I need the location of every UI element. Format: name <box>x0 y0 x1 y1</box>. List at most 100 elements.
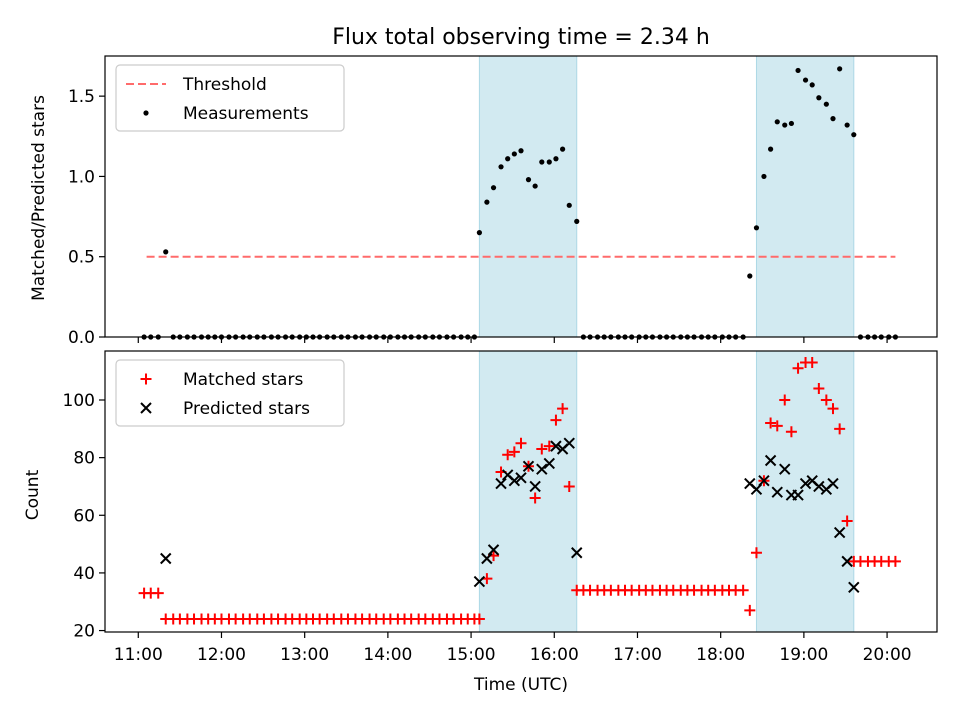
matched-star-point <box>841 515 853 527</box>
measurement-point <box>768 146 774 152</box>
top-y-tick-label: 0.0 <box>68 328 95 348</box>
predicted-star-point <box>481 552 493 565</box>
top-panel: 0.0 0.5 1.0 1.5 Threshold Measurements <box>68 55 938 348</box>
predicted-star-point <box>522 460 535 472</box>
matched-star-point <box>834 423 846 435</box>
predicted-star-point <box>848 581 860 594</box>
x-tick-label: 15:00 <box>447 645 496 665</box>
predicted-star-point <box>827 477 839 490</box>
x-tick-label: 19:00 <box>779 645 828 665</box>
matched-star-point <box>563 480 575 492</box>
x-tick-label: 16:00 <box>530 645 579 665</box>
bottom-axes-frame <box>104 350 938 633</box>
matched-star-point <box>820 394 832 406</box>
measurement-point <box>788 120 795 127</box>
predicted-star-point <box>515 472 527 484</box>
x-tick-label: 17:00 <box>613 645 662 665</box>
bottom-y-tick-label: 80 <box>73 449 95 469</box>
top-legend: Threshold Measurements <box>115 64 345 132</box>
matched-star-point <box>543 440 555 452</box>
chart-title: Flux total observing time = 2.34 h <box>332 25 710 50</box>
bottom-panel: 20 40 60 80 100 11:00 12:00 13:00 14:00 15:00 16:0… <box>63 350 938 665</box>
measurement-point <box>782 122 788 128</box>
measurement-point <box>490 185 497 191</box>
measurement-point <box>511 151 517 157</box>
predicted-star-point <box>543 457 555 470</box>
matched-star-point <box>536 443 548 455</box>
top-y-tick-label: 1.5 <box>68 87 95 107</box>
measurement-point <box>844 122 850 128</box>
predicted-star-point <box>550 440 562 452</box>
top-y-axis-label: Matched/Predicted stars <box>29 95 49 301</box>
matched-star-point <box>557 403 569 415</box>
matched-star-point <box>473 613 485 625</box>
x-tick-label: 14:00 <box>363 645 412 665</box>
x-tick-label: 12:00 <box>197 645 246 665</box>
legend-label: Measurements <box>183 104 309 124</box>
legend-matched-swatch <box>140 373 152 385</box>
predicted-star-point <box>771 486 783 498</box>
legend-label: Threshold <box>182 75 267 95</box>
predicted-star-point <box>813 480 825 493</box>
measurement-point <box>505 156 511 162</box>
top-axes-frame <box>104 55 938 338</box>
bottom-y-axis-label: Count <box>23 469 43 520</box>
bottom-y-tick-label: 20 <box>73 622 95 642</box>
measurement-point <box>532 183 538 189</box>
measurement-point <box>574 218 580 224</box>
matched-star-point <box>827 403 839 415</box>
matched-star-point <box>806 357 818 369</box>
measurement-point <box>484 199 490 205</box>
matched-star-point <box>765 417 777 429</box>
predicted-star-point <box>529 480 541 493</box>
predicted-star-point <box>799 477 812 490</box>
matched-star-point <box>508 446 520 458</box>
bottom-shaded-span <box>478 350 578 633</box>
predicted-star-point <box>563 437 575 449</box>
legend-label: Predicted stars <box>183 399 310 419</box>
predicted-star-point <box>779 463 791 475</box>
top-y-tick-label: 1.0 <box>68 167 95 187</box>
predicted-star-point <box>792 489 804 501</box>
top-y-tick-label: 0.5 <box>68 248 95 268</box>
matched-star-point <box>515 437 527 449</box>
measurement-point <box>823 101 829 107</box>
measurement-point <box>802 77 809 83</box>
matched-star-point <box>502 449 514 461</box>
measurement-point <box>476 230 482 236</box>
matched-star-point <box>771 420 783 432</box>
matched-star-point <box>744 604 756 616</box>
legend-measurement-swatch <box>143 110 149 116</box>
bottom-legend: Matched stars Predicted stars <box>115 359 345 427</box>
measurement-point <box>525 177 532 183</box>
top-legend-box <box>115 64 345 132</box>
x-axis-label: Time (UTC) <box>473 675 568 695</box>
predicted-star-point <box>758 474 770 487</box>
measurement-point <box>546 159 552 165</box>
measurement-point <box>753 225 760 231</box>
measurement-point <box>809 82 815 88</box>
matched-star-point <box>529 492 541 504</box>
bottom-y-tick-label: 40 <box>73 564 95 584</box>
x-tick-label: 13:00 <box>280 645 329 665</box>
predicted-star-point <box>487 544 500 556</box>
matched-star-point <box>550 414 562 426</box>
top-shaded-span <box>755 55 855 338</box>
predicted-star-point <box>536 463 548 475</box>
measurement-point <box>795 67 801 74</box>
measurement-point <box>747 273 753 279</box>
matched-star-point <box>792 362 804 374</box>
measurement-point <box>837 66 843 72</box>
matched-star-point <box>785 426 797 438</box>
measurement-point <box>774 119 780 125</box>
measurement-point <box>816 95 822 101</box>
legend-predicted-swatch <box>140 402 152 414</box>
predicted-star-point <box>764 454 777 467</box>
x-tick-label: 20:00 <box>863 645 912 665</box>
measurement-point <box>163 249 169 255</box>
predicted-star-point <box>833 526 846 539</box>
predicted-star-point <box>571 547 583 559</box>
measurement-point <box>761 173 767 180</box>
predicted-star-point <box>841 555 853 568</box>
